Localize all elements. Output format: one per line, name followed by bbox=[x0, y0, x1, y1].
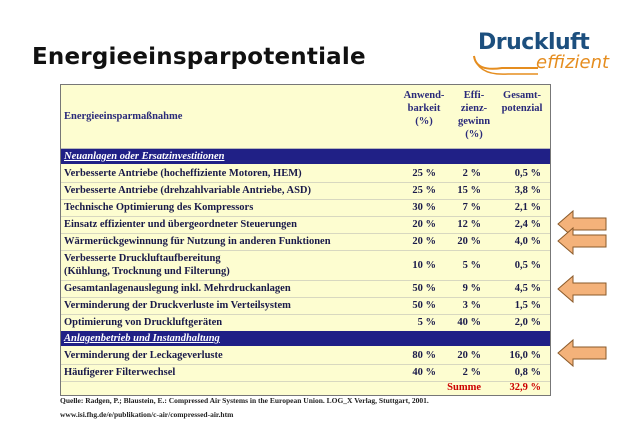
logo-main-text: Druckluft bbox=[478, 30, 590, 55]
measure-cell: Wärmerückgewinnung für Nutzung in andere… bbox=[64, 236, 331, 247]
efficiency-cell: 12 % bbox=[457, 219, 481, 230]
measure-cell: Technische Optimierung des Kompressors bbox=[64, 202, 254, 213]
header-measure: Energieeinsparmaßnahme bbox=[64, 111, 183, 122]
efficiency-cell: 2 % bbox=[462, 367, 481, 378]
efficiency-cell: 3 % bbox=[462, 300, 481, 311]
applicability-cell: 40 % bbox=[412, 367, 436, 378]
efficiency-cell: 15 % bbox=[457, 185, 481, 196]
header-applicability: Anwend- barkeit (%) bbox=[403, 90, 445, 127]
savings-table: Energieeinsparmaßnahme Anwend- barkeit (… bbox=[60, 84, 551, 396]
table-row: Verbesserte Druckluftaufbereitung (Kühlu… bbox=[61, 250, 550, 281]
druckluft-effizient-logo: Druckluft effizient bbox=[472, 30, 609, 82]
section-label: Neuanlagen oder Ersatzinvestitionen bbox=[64, 151, 225, 162]
potential-cell: 2,4 % bbox=[514, 219, 541, 230]
measure-cell: Verbesserte Antriebe (drehzahlvariable A… bbox=[64, 185, 312, 196]
efficiency-cell: 7 % bbox=[462, 202, 481, 213]
measure-cell: Gesamtanlagenauslegung inkl. Mehrdruckan… bbox=[64, 283, 291, 294]
potential-cell: 0,8 % bbox=[514, 367, 541, 378]
section-row-operation-maintenance: Anlagenbetrieb und Instandhaltung bbox=[61, 331, 550, 346]
highlight-arrow-icon bbox=[557, 338, 607, 368]
table-row: Gesamtanlagenauslegung inkl. Mehrdruckan… bbox=[61, 280, 550, 298]
potential-cell: 4,5 % bbox=[514, 283, 541, 294]
table-row: Verminderung der Leckageverluste 80 % 20… bbox=[61, 347, 550, 365]
table-row: Optimierung von Druckluftgeräten 5 % 40 … bbox=[61, 314, 550, 332]
section-row-new-installations: Neuanlagen oder Ersatzinvestitionen bbox=[61, 149, 550, 164]
applicability-cell: 25 % bbox=[412, 185, 436, 196]
measure-cell: Häufigerer Filterwechsel bbox=[64, 367, 176, 378]
header-efficiency-gain: Effi- zienz- gewinn (%) bbox=[457, 90, 491, 140]
efficiency-cell: 20 % bbox=[457, 236, 481, 247]
potential-cell: 3,8 % bbox=[514, 185, 541, 196]
table-row: Häufigerer Filterwechsel 40 % 2 % 0,8 % bbox=[61, 364, 550, 382]
measure-cell: Optimierung von Druckluftgeräten bbox=[64, 317, 223, 328]
applicability-cell: 5 % bbox=[417, 317, 436, 328]
efficiency-cell: 40 % bbox=[457, 317, 481, 328]
applicability-cell: 30 % bbox=[412, 202, 436, 213]
applicability-cell: 10 % bbox=[412, 260, 436, 271]
applicability-cell: 80 % bbox=[412, 350, 436, 361]
header-total-potential: Gesamt- potenzial bbox=[501, 90, 543, 114]
slide-title: Energieeinsparpotentiale bbox=[32, 44, 366, 70]
table-row: Technische Optimierung des Kompressors 3… bbox=[61, 199, 550, 217]
table-row: Verbesserte Antriebe (hocheffiziente Mot… bbox=[61, 165, 550, 183]
source-citation: Quelle: Radgen, P.; Blaustein, E.: Compr… bbox=[60, 396, 429, 405]
potential-cell: 0,5 % bbox=[514, 260, 541, 271]
applicability-cell: 50 % bbox=[412, 283, 436, 294]
applicability-cell: 20 % bbox=[412, 219, 436, 230]
logo-swoosh-icon bbox=[473, 55, 538, 75]
sum-value: 32,9 % bbox=[509, 382, 542, 393]
measure-cell: Verminderung der Leckageverluste bbox=[64, 350, 223, 361]
potential-cell: 16,0 % bbox=[509, 350, 542, 361]
efficiency-cell: 5 % bbox=[462, 260, 481, 271]
sum-row: Summe 32,9 % bbox=[61, 380, 550, 395]
potential-cell: 1,5 % bbox=[514, 300, 541, 311]
efficiency-cell: 9 % bbox=[462, 283, 481, 294]
potential-cell: 2,0 % bbox=[514, 317, 541, 328]
measure-cell: Verbesserte Antriebe (hocheffiziente Mot… bbox=[64, 168, 302, 179]
table-row: Verminderung der Druckverluste im Vertei… bbox=[61, 297, 550, 315]
logo-sub-text: effizient bbox=[536, 52, 610, 73]
highlight-arrow-icon bbox=[557, 226, 607, 256]
measure-cell: Einsatz effizienter und übergeordneter S… bbox=[64, 219, 297, 230]
section-label: Anlagenbetrieb und Instandhaltung bbox=[64, 333, 220, 344]
potential-cell: 4,0 % bbox=[514, 236, 541, 247]
potential-cell: 0,5 % bbox=[514, 168, 541, 179]
table-row: Wärmerückgewinnung für Nutzung in andere… bbox=[61, 233, 550, 251]
source-url: www.isi.fhg.de/e/publikation/c-air/compr… bbox=[60, 410, 234, 419]
efficiency-cell: 2 % bbox=[462, 168, 481, 179]
highlight-arrow-icon bbox=[557, 274, 607, 304]
sum-label: Summe bbox=[447, 382, 481, 393]
table-row: Verbesserte Antriebe (drehzahlvariable A… bbox=[61, 182, 550, 200]
measure-cell: Verminderung der Druckverluste im Vertei… bbox=[64, 300, 291, 311]
measure-cell: Verbesserte Druckluftaufbereitung (Kühlu… bbox=[64, 253, 230, 277]
applicability-cell: 50 % bbox=[412, 300, 436, 311]
potential-cell: 2,1 % bbox=[514, 202, 541, 213]
table-row: Einsatz effizienter und übergeordneter S… bbox=[61, 216, 550, 234]
applicability-cell: 20 % bbox=[412, 236, 436, 247]
applicability-cell: 25 % bbox=[412, 168, 436, 179]
efficiency-cell: 20 % bbox=[457, 350, 481, 361]
table-header: Energieeinsparmaßnahme Anwend- barkeit (… bbox=[61, 85, 550, 149]
